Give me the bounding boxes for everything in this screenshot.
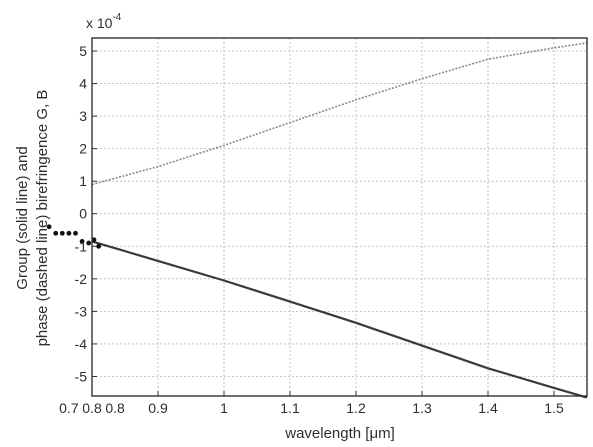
x-tick-label: 1.5 — [544, 400, 564, 416]
x-tick-label: 0.9 — [148, 400, 168, 416]
x-axis-label: wavelength [μm] — [284, 425, 395, 442]
plot-frame — [91, 37, 588, 397]
data-point-marker — [46, 224, 52, 230]
y-tick-label: 4 — [79, 76, 87, 92]
x-tick-label-extra: 0.7 — [59, 400, 79, 416]
y-tick-label: 3 — [79, 108, 87, 124]
y-tick-label: -1 — [75, 238, 88, 254]
plot-area-background — [92, 38, 587, 396]
x-tick-label: 1 — [220, 400, 228, 416]
x-tick-label: 1.3 — [412, 400, 432, 416]
grid-lines — [92, 38, 587, 396]
series-layer — [46, 42, 588, 399]
data-point-marker — [79, 239, 85, 244]
x-tick-label-extra: 0.8 — [105, 400, 125, 416]
y-tick-label: -2 — [75, 271, 88, 287]
x-tick-label: 1.4 — [478, 400, 498, 416]
data-point-marker — [59, 230, 65, 236]
x-tick-label: 1.2 — [346, 400, 366, 416]
x-tick-label: 1.1 — [280, 400, 300, 416]
y-tick-label: 0 — [79, 206, 87, 222]
group-birefringence-line — [91, 240, 588, 399]
y-tick-label: -3 — [75, 303, 88, 319]
x-tick-label: 0.8 — [82, 400, 102, 416]
y-axis-label-line2: phase (dashed line) birefringence G, B — [34, 90, 51, 347]
data-point-marker — [91, 237, 97, 243]
y-axis-ticks: 5 4 3 2 1 0 -1 -2 -3 -4 -5 — [75, 43, 97, 384]
data-point-marker — [73, 230, 78, 236]
phase-birefringence-line — [91, 42, 588, 186]
y-tick-label: -5 — [75, 368, 88, 384]
data-point-marker — [66, 230, 72, 236]
x-axis-ticks: 0.8 0.9 1 1.1 1.2 1.3 1.4 1.50.7 0.8 — [59, 391, 564, 416]
data-point-marker — [96, 243, 101, 249]
y-tick-label: -4 — [75, 336, 88, 352]
y-axis-label-line1: Group (solid line) and — [14, 146, 31, 289]
y-tick-label: 1 — [79, 173, 87, 189]
exponent-label: x 10-4 — [86, 12, 122, 31]
data-point-marker — [53, 230, 59, 236]
data-point-marker — [86, 240, 92, 246]
y-tick-label: 2 — [79, 141, 87, 157]
y-tick-label: 5 — [79, 43, 87, 59]
